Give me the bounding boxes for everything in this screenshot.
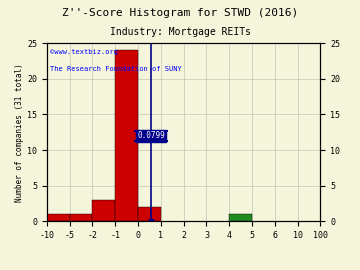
Bar xyxy=(47,214,69,221)
Text: ©www.textbiz.org: ©www.textbiz.org xyxy=(50,49,117,55)
Bar xyxy=(115,50,138,221)
Text: 0.0799: 0.0799 xyxy=(138,131,165,140)
Bar xyxy=(138,207,161,221)
Bar xyxy=(69,214,93,221)
Bar xyxy=(93,200,115,221)
Bar xyxy=(229,214,252,221)
Y-axis label: Number of companies (31 total): Number of companies (31 total) xyxy=(15,63,24,202)
Text: Industry: Mortgage REITs: Industry: Mortgage REITs xyxy=(109,27,251,37)
Text: Z''-Score Histogram for STWD (2016): Z''-Score Histogram for STWD (2016) xyxy=(62,8,298,18)
Text: The Research Foundation of SUNY: The Research Foundation of SUNY xyxy=(50,66,181,72)
